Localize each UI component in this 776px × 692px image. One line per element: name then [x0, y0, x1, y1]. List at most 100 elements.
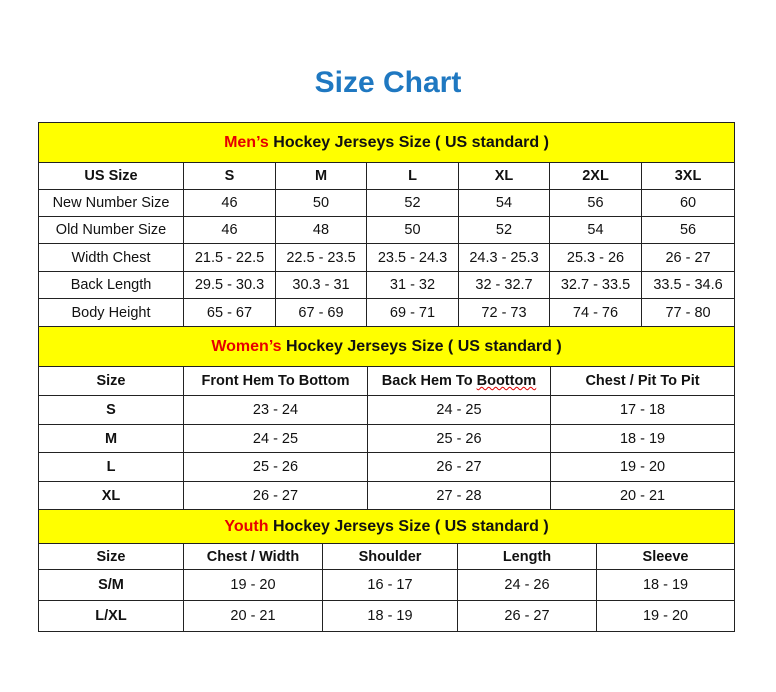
section-highlight: Women’s — [211, 337, 282, 355]
table-cell: 26 - 27 — [457, 600, 597, 632]
table-cell: 18 - 19 — [595, 569, 736, 601]
row-label: L — [38, 452, 184, 482]
section-title-text: Hockey Jerseys Size ( US standard ) — [281, 337, 562, 355]
column-header-label: M — [314, 168, 328, 184]
header-row: Size Front Hem To Bottom Back Hem To Boott… — [38, 366, 736, 396]
table-cell: 50 — [275, 189, 367, 217]
column-header: Chest / Pit To Pit — [549, 366, 736, 396]
column-header: Chest / Width — [183, 543, 323, 570]
table-cell: 24 - 26 — [457, 569, 597, 601]
men-section-title: Men’s Hockey Jerseys Size ( US standard … — [37, 122, 736, 163]
column-header: L — [366, 162, 459, 190]
table-cell: 52 — [458, 216, 550, 244]
row-label: L/XL — [38, 600, 184, 632]
table-row: Body Height 65 - 67 67 - 69 69 - 71 72 - 73 7… — [38, 298, 736, 327]
column-header-label: Length — [502, 548, 552, 565]
table-cell: 32.7 - 33.5 — [549, 271, 642, 299]
page-title: Size Chart — [314, 66, 462, 99]
column-header: XL — [458, 162, 550, 190]
table-cell: 23 - 24 — [183, 395, 368, 425]
column-header: S — [183, 162, 276, 190]
column-header: M — [275, 162, 367, 190]
table-cell: 56 — [549, 189, 642, 217]
table-cell: 21.5 - 22.5 — [183, 243, 276, 272]
column-header: US Size — [38, 162, 184, 190]
table-cell: 26 - 27 — [640, 243, 736, 272]
table-cell: 65 - 67 — [183, 298, 276, 327]
youth-size-table: Youth Hockey Jerseys Size ( US standard … — [37, 509, 736, 632]
table-cell: 67 - 69 — [275, 298, 367, 327]
column-header: Length — [457, 543, 597, 570]
table-cell: 18 - 19 — [549, 424, 736, 453]
men-size-table: Men’s Hockey Jerseys Size ( US standard … — [37, 122, 736, 327]
table-cell: 24 - 25 — [367, 395, 551, 425]
column-header-label: Size — [96, 373, 126, 389]
table-cell: 19 - 20 — [183, 569, 323, 601]
row-label: Back Length — [38, 271, 184, 299]
column-header-label: Chest / Pit To Pit — [585, 373, 700, 389]
table-cell: 60 — [640, 189, 736, 217]
table-cell: 54 — [458, 189, 550, 217]
section-title-text: Hockey Jerseys Size ( US standard ) — [268, 517, 549, 535]
row-label: Width Chest — [38, 243, 184, 272]
column-header: Size — [38, 543, 184, 570]
table-cell: 69 - 71 — [366, 298, 459, 327]
table-cell: 50 — [366, 216, 459, 244]
table-row: Old Number Size 46 48 50 52 54 56 — [38, 216, 736, 244]
table-row: S 23 - 24 24 - 25 17 - 18 — [38, 395, 736, 425]
table-cell: 25 - 26 — [183, 452, 368, 482]
table-row: S/M 19 - 20 16 - 17 24 - 26 18 - 19 — [38, 569, 736, 601]
column-header-label: Size — [96, 548, 126, 565]
column-header-label: S — [224, 168, 235, 184]
column-header-label: 3XL — [674, 168, 702, 184]
column-header: 2XL — [549, 162, 642, 190]
table-row: M 24 - 25 25 - 26 18 - 19 — [38, 424, 736, 453]
table-cell: 52 — [366, 189, 459, 217]
table-cell: 56 — [640, 216, 736, 244]
table-row: Width Chest 21.5 - 22.5 22.5 - 23.5 23.5 - … — [38, 243, 736, 272]
table-cell: 72 - 73 — [458, 298, 550, 327]
row-label: XL — [38, 481, 184, 510]
header-row: US Size S M L XL 2XL 3XL — [38, 162, 736, 190]
table-row: L 25 - 26 26 - 27 19 - 20 — [38, 452, 736, 482]
table-cell: 20 - 21 — [183, 600, 323, 632]
table-row: XL 26 - 27 27 - 28 20 - 21 — [38, 481, 736, 510]
column-header-label: Front Hem To Bottom — [201, 373, 350, 389]
table-cell: 32 - 32.7 — [458, 271, 550, 299]
column-header: Sleeve — [595, 543, 736, 570]
header-row: Size Chest / Width Shoulder Length Sleeve — [38, 543, 736, 570]
table-cell: 23.5 - 24.3 — [366, 243, 459, 272]
table-row: L/XL 20 - 21 18 - 19 26 - 27 19 - 20 — [38, 600, 736, 632]
column-header-label: Shoulder — [358, 548, 422, 565]
table-cell: 26 - 27 — [183, 481, 368, 510]
table-cell: 16 - 17 — [322, 569, 458, 601]
table-cell: 18 - 19 — [322, 600, 458, 632]
table-cell: 33.5 - 34.6 — [640, 271, 736, 299]
row-label: S — [38, 395, 184, 425]
table-row: New Number Size 46 50 52 54 56 60 — [38, 189, 736, 217]
table-cell: 27 - 28 — [367, 481, 551, 510]
table-cell: 17 - 18 — [549, 395, 736, 425]
table-cell: 48 — [275, 216, 367, 244]
section-title-text: Hockey Jerseys Size ( US standard ) — [268, 133, 549, 151]
column-header-label: 2XL — [582, 168, 609, 184]
row-label: Old Number Size — [38, 216, 184, 244]
column-header-label: Chest / Width — [206, 548, 300, 565]
table-cell: 77 - 80 — [640, 298, 736, 327]
column-header: Shoulder — [322, 543, 458, 570]
column-header-label: Back Hem To Boottom — [381, 373, 537, 389]
table-cell: 46 — [183, 216, 276, 244]
women-size-table: Women’s Hockey Jerseys Size ( US standar… — [37, 326, 736, 510]
column-header: Size — [38, 366, 184, 396]
column-header-label: XL — [494, 168, 514, 184]
spelling-error-underline: Boottom — [476, 373, 537, 389]
row-label: New Number Size — [38, 189, 184, 217]
table-cell: 22.5 - 23.5 — [275, 243, 367, 272]
table-cell: 74 - 76 — [549, 298, 642, 327]
column-header-label: US Size — [84, 168, 138, 184]
table-cell: 20 - 21 — [549, 481, 736, 510]
row-label: Body Height — [38, 298, 184, 327]
table-cell: 31 - 32 — [366, 271, 459, 299]
section-highlight: Youth — [224, 517, 269, 535]
table-cell: 25 - 26 — [367, 424, 551, 453]
